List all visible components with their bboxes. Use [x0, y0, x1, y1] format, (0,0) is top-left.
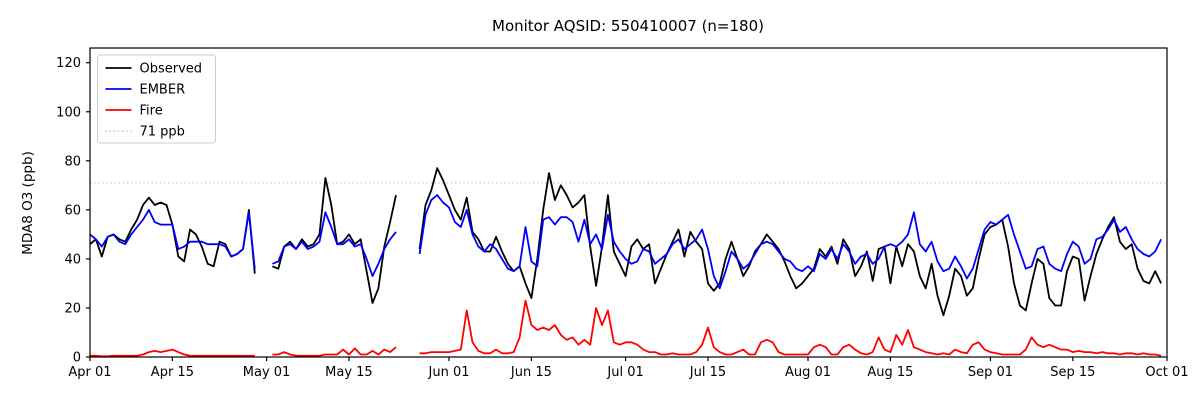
x-tick-label: Aug 01: [785, 365, 831, 380]
legend-label-fire: Fire: [140, 104, 163, 119]
x-tick-label: Apr 01: [68, 365, 111, 380]
y-tick-label: 20: [64, 301, 81, 316]
y-tick-label: 60: [64, 203, 81, 218]
x-tick-label: Jun 01: [428, 365, 470, 380]
legend-box: [97, 54, 216, 144]
y-tick-label: 0: [73, 351, 81, 366]
x-tick-label: Sep 15: [1050, 365, 1095, 380]
x-tick-label: Apr 15: [151, 365, 194, 380]
chart-title: Monitor AQSID: 550410007 (n=180): [492, 17, 764, 35]
x-tick-label: May 15: [325, 365, 373, 380]
legend-label-ember: EMBER: [140, 83, 186, 98]
x-tick-label: Sep 01: [968, 365, 1013, 380]
fire-line: [90, 299, 1162, 358]
x-tick-label: May 01: [243, 365, 291, 380]
y-tick-label: 120: [56, 56, 81, 71]
x-tick-label: Aug 15: [867, 365, 913, 380]
x-tick-label: Oct 01: [1145, 365, 1188, 380]
y-axis-label: MDA8 O3 (ppb): [20, 151, 36, 255]
plot-border: [89, 47, 1168, 358]
y-tick-label: 80: [64, 154, 81, 169]
plot-area: Apr 01 Apr 15 May 01 May 15 Jun 01 Jun 15 Jul …: [56, 47, 1189, 380]
legend-label-observed: Observed: [140, 62, 203, 77]
legend-label-71-ppb: 71 ppb: [140, 125, 185, 140]
y-tick-label: 100: [56, 105, 81, 120]
x-tick-label: Jul 15: [689, 365, 726, 380]
x-tick-label: Jun 15: [510, 365, 552, 380]
x-tick-label: Jul 01: [606, 365, 643, 380]
ember-line: [89, 194, 1162, 290]
y-tick-label: 40: [64, 252, 81, 267]
observed-line: [89, 167, 1162, 317]
